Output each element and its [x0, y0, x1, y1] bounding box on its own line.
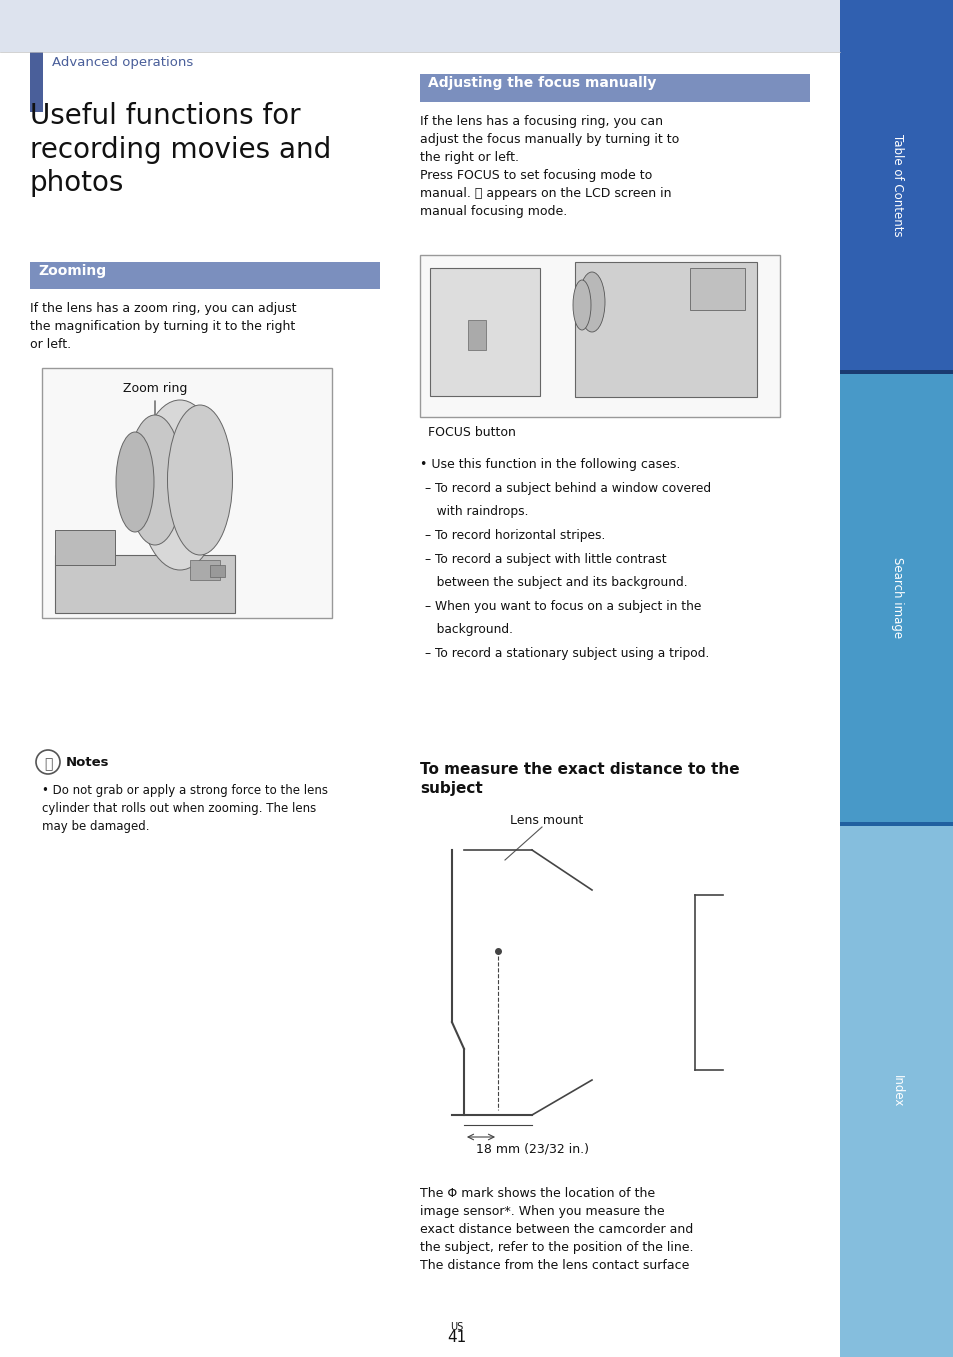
Text: – To record a stationary subject using a tripod.: – To record a stationary subject using a… [424, 646, 709, 660]
Bar [840, 826, 953, 1357]
Text: Zoom ring: Zoom ring [123, 383, 187, 395]
Bar [210, 565, 225, 577]
Bar [575, 262, 757, 398]
Bar [468, 320, 485, 350]
Ellipse shape [128, 415, 182, 546]
Bar [419, 255, 780, 417]
Ellipse shape [116, 432, 153, 532]
Text: To measure the exact distance to the
subject: To measure the exact distance to the sub… [419, 763, 739, 795]
Text: – When you want to focus on a subject in the: – When you want to focus on a subject in… [424, 600, 700, 612]
Ellipse shape [137, 400, 222, 570]
Bar [30, 262, 379, 289]
Text: Table of Contents: Table of Contents [889, 134, 902, 236]
Bar [55, 555, 234, 613]
Ellipse shape [168, 404, 233, 555]
Text: FOCUS button: FOCUS button [428, 426, 516, 440]
Text: If the lens has a focusing ring, you can
adjust the focus manually by turning it: If the lens has a focusing ring, you can… [419, 115, 679, 218]
Bar [190, 560, 220, 579]
Text: Search image: Search image [889, 558, 902, 639]
Bar [419, 75, 809, 102]
Text: Zooming: Zooming [38, 265, 106, 278]
Ellipse shape [578, 271, 604, 332]
Bar [840, 822, 953, 826]
Text: • Do not grab or apply a strong force to the lens
cylinder that rolls out when z: • Do not grab or apply a strong force to… [42, 784, 328, 833]
Bar [689, 267, 744, 309]
Ellipse shape [573, 280, 590, 330]
Text: with raindrops.: with raindrops. [424, 506, 528, 518]
Bar [840, 370, 953, 375]
Text: background.: background. [424, 623, 513, 636]
Bar [42, 368, 332, 617]
Bar [430, 267, 539, 396]
Text: Index: Index [889, 1075, 902, 1107]
Text: Advanced operations: Advanced operations [52, 56, 193, 69]
Bar [55, 531, 115, 565]
Text: Lens mount: Lens mount [510, 814, 582, 826]
Bar [840, 375, 953, 822]
Bar [840, 0, 953, 370]
Text: ⓘ: ⓘ [44, 757, 52, 771]
Text: – To record horizontal stripes.: – To record horizontal stripes. [424, 529, 605, 541]
Text: – To record a subject behind a window covered: – To record a subject behind a window co… [424, 482, 710, 495]
Text: Adjusting the focus manually: Adjusting the focus manually [428, 76, 656, 90]
Text: Notes: Notes [66, 756, 110, 769]
Bar [30, 52, 43, 113]
Text: US: US [450, 1322, 463, 1333]
Text: – To record a subject with little contrast: – To record a subject with little contra… [424, 552, 666, 566]
Text: between the subject and its background.: between the subject and its background. [424, 575, 687, 589]
Bar [0, 0, 953, 52]
Text: If the lens has a zoom ring, you can adjust
the magnification by turning it to t: If the lens has a zoom ring, you can adj… [30, 303, 296, 351]
Text: 18 mm (23/32 in.): 18 mm (23/32 in.) [475, 1143, 588, 1156]
Text: Useful functions for
recording movies and
photos: Useful functions for recording movies an… [30, 102, 331, 197]
Text: • Use this function in the following cases.: • Use this function in the following cas… [419, 459, 679, 471]
Text: 41: 41 [447, 1330, 466, 1345]
Text: The Φ mark shows the location of the
image sensor*. When you measure the
exact d: The Φ mark shows the location of the ima… [419, 1187, 693, 1272]
